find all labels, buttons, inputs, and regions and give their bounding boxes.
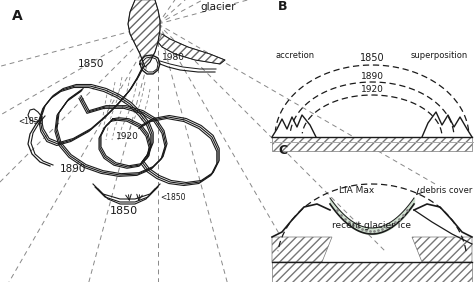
Polygon shape bbox=[158, 34, 225, 64]
Text: 1920: 1920 bbox=[116, 132, 139, 141]
Text: <1850: <1850 bbox=[160, 193, 185, 202]
Text: debris cover: debris cover bbox=[420, 186, 473, 195]
Text: 1920: 1920 bbox=[361, 85, 383, 94]
Polygon shape bbox=[272, 137, 472, 151]
Text: C: C bbox=[278, 144, 287, 157]
Text: 1850: 1850 bbox=[360, 53, 384, 63]
Text: 1850: 1850 bbox=[78, 59, 104, 69]
Text: <1850: <1850 bbox=[18, 117, 44, 126]
Polygon shape bbox=[272, 262, 472, 282]
Text: 1890: 1890 bbox=[60, 164, 86, 174]
Text: accretion: accretion bbox=[276, 51, 315, 60]
Polygon shape bbox=[272, 237, 332, 262]
Text: 1890: 1890 bbox=[361, 72, 383, 81]
Text: 1980: 1980 bbox=[162, 53, 185, 62]
Text: LIA Max: LIA Max bbox=[339, 186, 374, 195]
Polygon shape bbox=[412, 237, 472, 262]
Text: glacier: glacier bbox=[200, 2, 236, 12]
Text: 1850: 1850 bbox=[110, 206, 138, 216]
Polygon shape bbox=[128, 0, 160, 67]
Text: superposition: superposition bbox=[411, 51, 468, 60]
Text: A: A bbox=[12, 9, 23, 23]
Text: B: B bbox=[278, 0, 288, 13]
Text: recent glacier ice: recent glacier ice bbox=[332, 221, 411, 230]
